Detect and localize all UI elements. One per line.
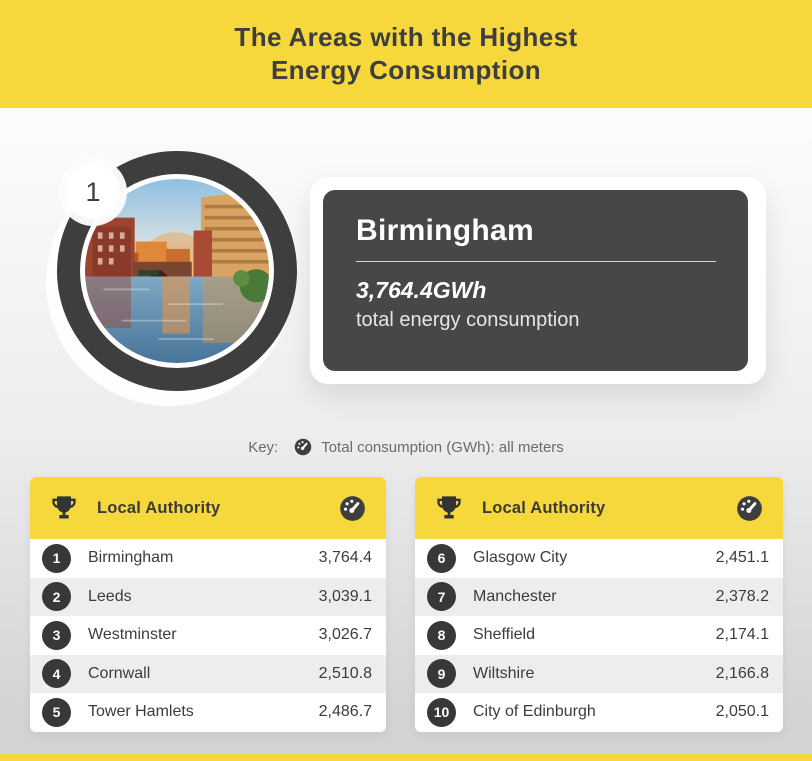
table-row: 1 Birmingham 3,764.4 [30, 539, 386, 578]
consumption-value: 2,166.8 [715, 664, 769, 682]
consumption-value: 2,451.1 [715, 549, 769, 567]
consumption-value: 2,378.2 [715, 587, 769, 605]
rank-number-badge: 7 [427, 582, 456, 612]
gauge-icon [339, 495, 366, 522]
rank-number-badge: 10 [427, 697, 456, 727]
footer-bar [0, 754, 812, 761]
table-row: 9 Wiltshire 2,166.8 [415, 654, 783, 693]
rank-number-badge: 5 [42, 697, 71, 727]
table-row: 4 Cornwall 2,510.8 [30, 654, 386, 693]
page-title-line1: The Areas with the Highest [234, 22, 578, 52]
gauge-icon [294, 438, 312, 456]
consumption-value: 2,174.1 [715, 626, 769, 644]
key-text: Total consumption (GWh): all meters [321, 438, 564, 456]
key-label: Key: [248, 438, 279, 456]
table-row: 8 Sheffield 2,174.1 [415, 616, 783, 655]
rank-badge-number: 1 [85, 176, 101, 207]
table-row: 3 Westminster 3,026.7 [30, 616, 386, 655]
authority-name: Westminster [88, 626, 177, 644]
consumption-value: 2,486.7 [318, 703, 372, 721]
legend: Key: Total consumption (GWh): all meters [0, 437, 812, 457]
hero-area-name: Birmingham [356, 214, 535, 247]
consumption-value: 3,764.4 [318, 549, 372, 567]
rank-badge: 1 [66, 165, 120, 219]
consumption-value: 3,026.7 [318, 626, 372, 644]
hero-caption: total energy consumption [356, 309, 580, 331]
table-row: 5 Tower Hamlets 2,486.7 [30, 693, 386, 732]
consumption-value: 2,510.8 [318, 664, 372, 682]
rank-number-badge: 6 [427, 543, 456, 573]
rank-number-badge: 9 [427, 659, 456, 689]
hero-consumption-value: 3,764.4GWh [356, 277, 487, 303]
page-title-line2: Energy Consumption [270, 55, 542, 85]
authority-name: Wiltshire [473, 664, 535, 682]
authority-name: Glasgow City [473, 549, 568, 567]
hero-stat-card: Birmingham 3,764.4GWh total energy consu… [323, 190, 748, 371]
trophy-icon [435, 494, 463, 522]
trophy-icon [50, 494, 78, 522]
authority-name: Manchester [473, 587, 557, 605]
header-banner: The Areas with the Highest Energy Consum… [0, 0, 812, 108]
table-row: 7 Manchester 2,378.2 [415, 577, 783, 616]
authority-name: Cornwall [88, 664, 151, 682]
page-title: The Areas with the Highest Energy Consum… [234, 21, 577, 87]
authority-name: Tower Hamlets [88, 703, 194, 721]
rank-number-badge: 4 [42, 659, 71, 689]
authority-name: Birmingham [88, 549, 174, 567]
rank-number-badge: 2 [42, 582, 71, 612]
hero-section: 1 Birmingham 3,764.4GWh total energy con… [0, 108, 812, 420]
table-header: Local Authority [415, 477, 783, 539]
authority-name: Sheffield [473, 626, 535, 644]
table-row: 10 City of Edinburgh 2,050.1 [415, 693, 783, 732]
divider [356, 261, 716, 262]
table-header-label: Local Authority [97, 498, 221, 517]
rank-number-badge: 3 [42, 620, 71, 650]
rank-number-badge: 8 [427, 620, 456, 650]
table-row: 2 Leeds 3,039.1 [30, 577, 386, 616]
rank-number-badge: 1 [42, 543, 71, 573]
consumption-value: 3,039.1 [318, 587, 372, 605]
ranking-tables: Local Authority 1 Birmingham 3,764.4 [30, 477, 783, 732]
table-header: Local Authority [30, 477, 386, 539]
table-header-label: Local Authority [482, 498, 606, 517]
authority-name: City of Edinburgh [473, 703, 596, 721]
hero-card: Birmingham 3,764.4GWh total energy consu… [310, 177, 766, 384]
rank-table-right: Local Authority 6 Glasgow City 2,451.1 [415, 477, 783, 732]
authority-name: Leeds [88, 587, 132, 605]
rank-table-left: Local Authority 1 Birmingham 3,764.4 [30, 477, 386, 732]
consumption-value: 2,050.1 [715, 703, 769, 721]
gauge-icon [736, 495, 763, 522]
table-row: 6 Glasgow City 2,451.1 [415, 539, 783, 578]
